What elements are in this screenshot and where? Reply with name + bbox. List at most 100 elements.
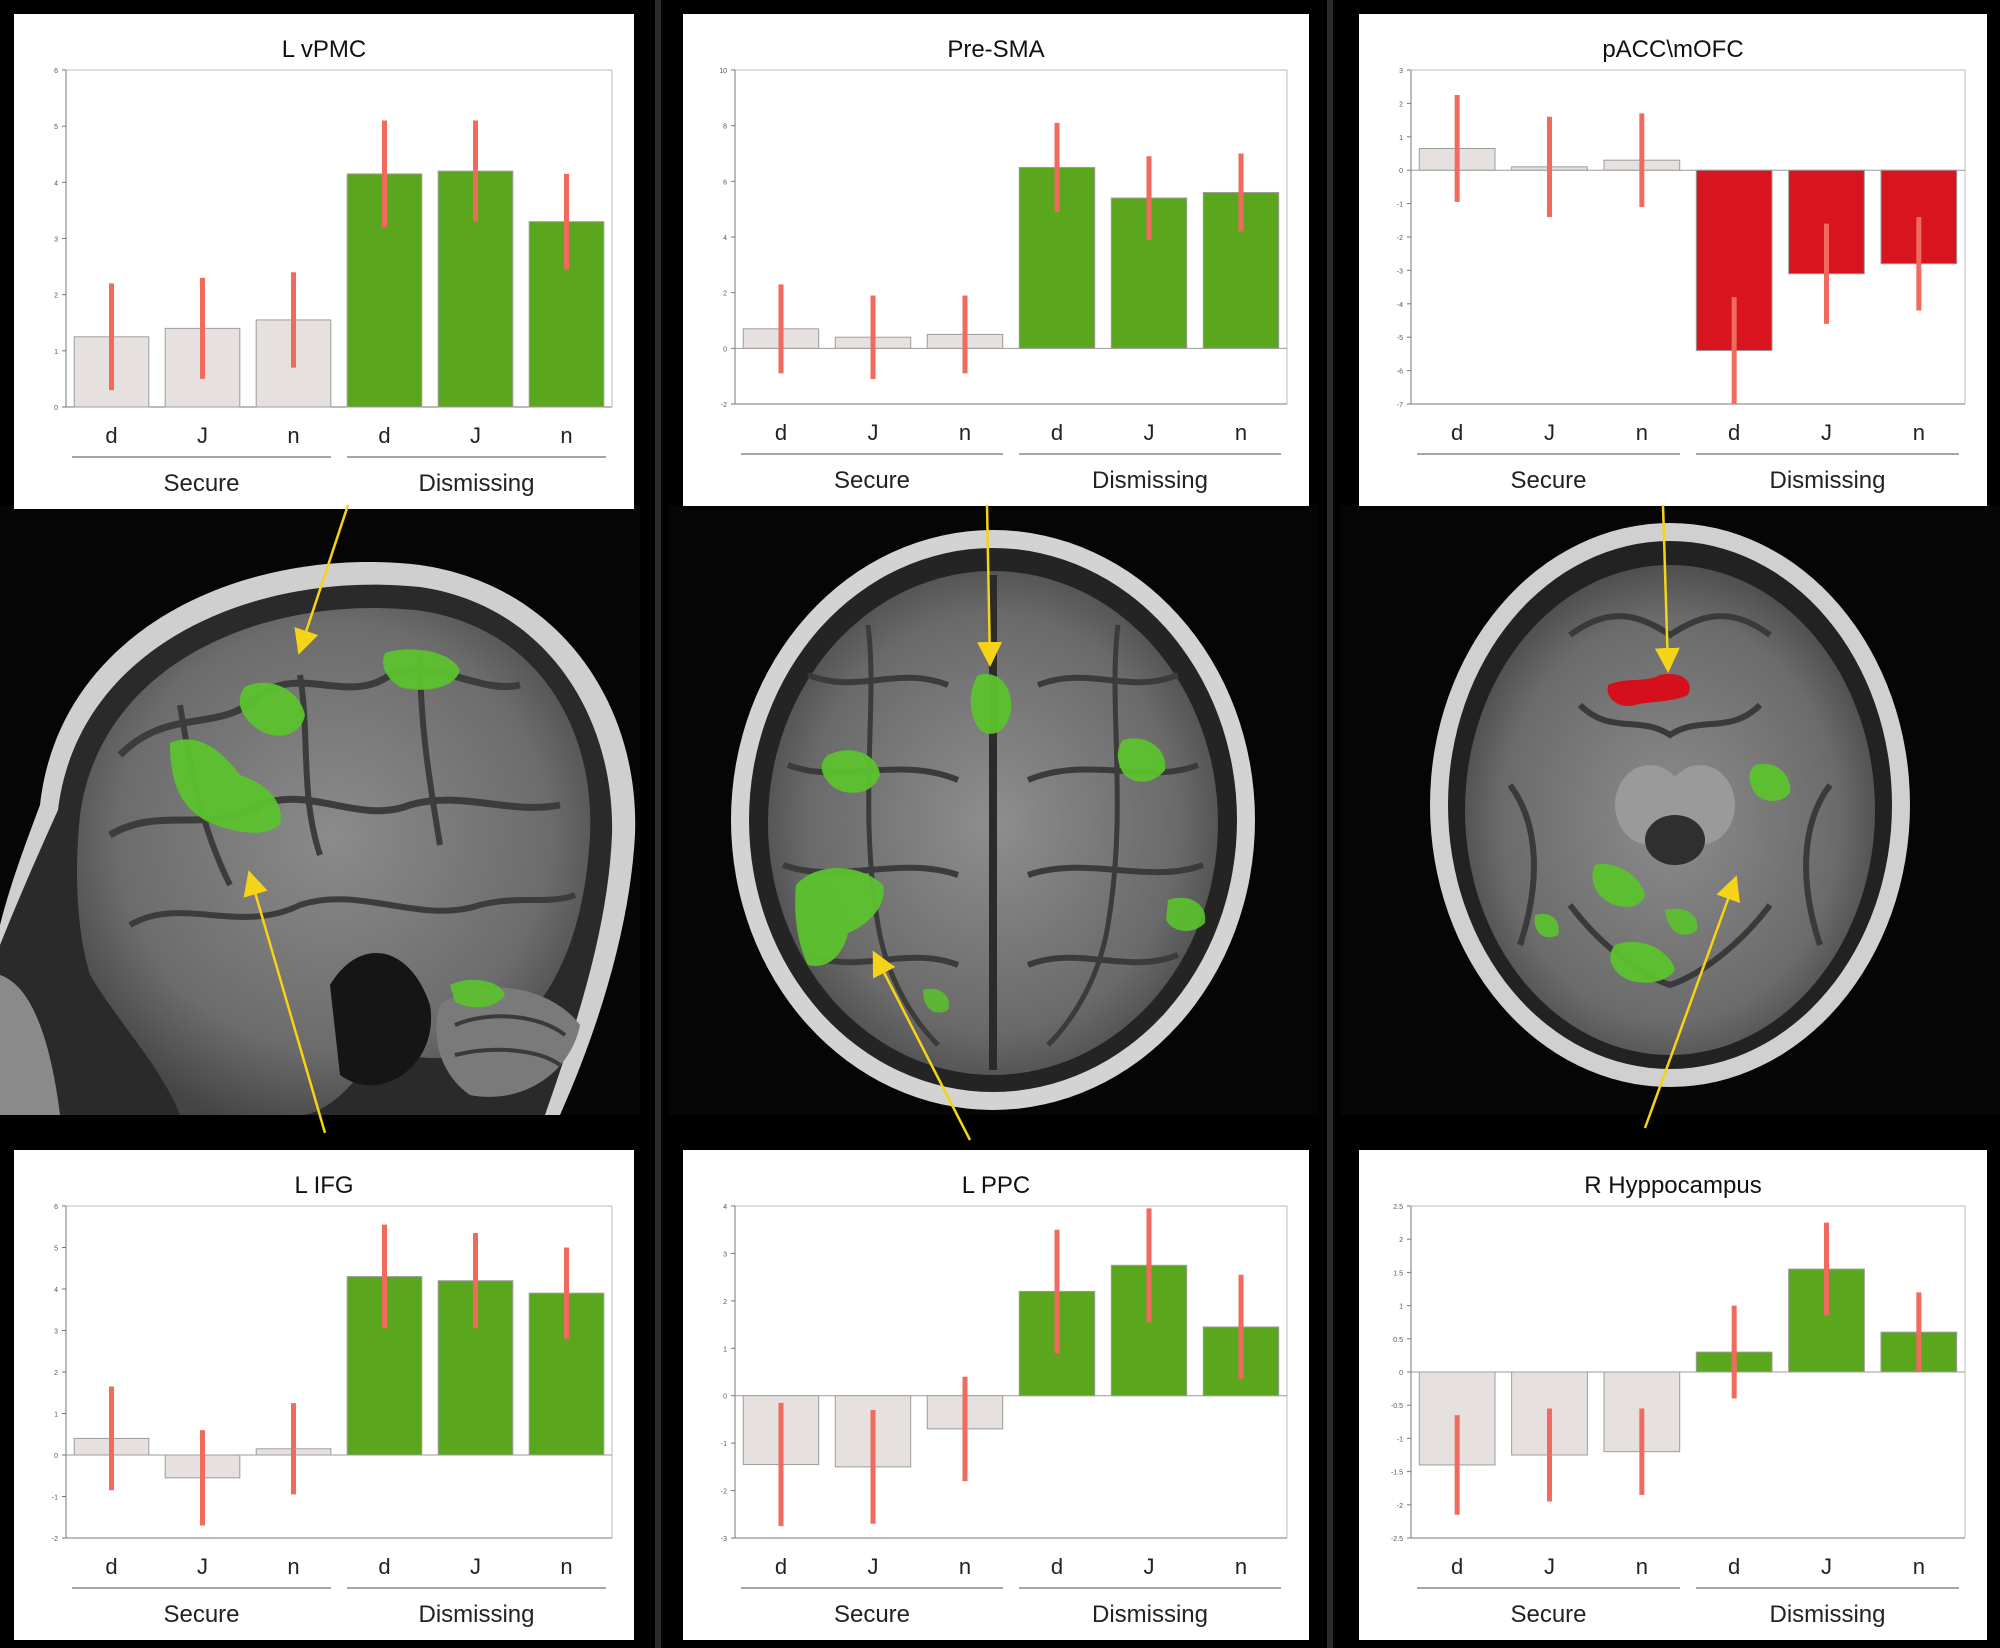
x-tick-label: d bbox=[378, 423, 390, 448]
y-tick-label: 6 bbox=[723, 179, 727, 186]
x-tick-label: d bbox=[775, 1554, 787, 1579]
y-tick-label: 4 bbox=[54, 1287, 58, 1294]
y-tick-label: -1 bbox=[52, 1495, 58, 1502]
group-label: Secure bbox=[1510, 467, 1586, 494]
x-tick-label: J bbox=[1144, 420, 1155, 445]
y-tick-label: 2.5 bbox=[1393, 1204, 1403, 1211]
x-tick-label: n bbox=[560, 423, 572, 448]
x-tick-label: n bbox=[1235, 1554, 1247, 1579]
y-tick-label: 2 bbox=[723, 291, 727, 298]
y-tick-label: 3 bbox=[1399, 68, 1403, 75]
axial-brain-image-2 bbox=[1340, 505, 2000, 1115]
x-tick-label: n bbox=[959, 420, 971, 445]
group-label: Dismissing bbox=[418, 470, 534, 497]
x-tick-label: d bbox=[105, 423, 117, 448]
x-tick-label: n bbox=[287, 1554, 299, 1579]
y-tick-label: 1 bbox=[723, 1346, 727, 1353]
y-tick-label: 2 bbox=[54, 293, 58, 300]
y-tick-label: 2 bbox=[54, 1370, 58, 1377]
x-tick-label: J bbox=[1544, 420, 1555, 445]
x-tick-label: n bbox=[560, 1554, 572, 1579]
x-tick-label: n bbox=[1636, 1554, 1648, 1579]
group-label: Dismissing bbox=[418, 1601, 534, 1628]
y-tick-label: -2 bbox=[1397, 1503, 1403, 1510]
x-tick-label: J bbox=[1821, 420, 1832, 445]
y-tick-label: 5 bbox=[54, 124, 58, 131]
x-tick-label: n bbox=[1913, 420, 1925, 445]
y-tick-label: 1 bbox=[1399, 135, 1403, 142]
x-tick-label: n bbox=[1235, 420, 1247, 445]
y-tick-label: 3 bbox=[54, 237, 58, 244]
y-tick-label: 2 bbox=[1399, 1237, 1403, 1244]
y-tick-label: 0 bbox=[54, 1453, 58, 1460]
y-tick-label: -0.5 bbox=[1391, 1403, 1403, 1410]
group-label: Secure bbox=[1510, 1601, 1586, 1628]
group-label: Dismissing bbox=[1769, 467, 1885, 494]
y-tick-label: 1 bbox=[1399, 1304, 1403, 1311]
y-tick-label: 4 bbox=[723, 235, 727, 242]
x-tick-label: J bbox=[197, 1554, 208, 1579]
y-tick-label: 5 bbox=[54, 1246, 58, 1253]
y-tick-label: -3 bbox=[721, 1536, 727, 1543]
x-tick-label: J bbox=[470, 423, 481, 448]
x-tick-label: J bbox=[1144, 1554, 1155, 1579]
x-tick-label: d bbox=[105, 1554, 117, 1579]
y-tick-label: 0 bbox=[723, 346, 727, 353]
group-label: Dismissing bbox=[1769, 1601, 1885, 1628]
y-tick-label: -1.5 bbox=[1391, 1470, 1403, 1477]
y-tick-label: 3 bbox=[723, 1251, 727, 1258]
y-tick-label: 0.5 bbox=[1393, 1337, 1403, 1344]
y-tick-label: 0 bbox=[1399, 168, 1403, 175]
y-tick-label: -2 bbox=[721, 1489, 727, 1496]
y-tick-label: 8 bbox=[723, 124, 727, 131]
x-tick-label: d bbox=[1728, 420, 1740, 445]
chart-title: R Hyppocampus bbox=[1584, 1172, 1762, 1199]
x-tick-label: d bbox=[378, 1554, 390, 1579]
x-tick-label: J bbox=[868, 1554, 879, 1579]
y-tick-label: 2 bbox=[1399, 101, 1403, 108]
x-tick-label: n bbox=[1913, 1554, 1925, 1579]
group-label: Dismissing bbox=[1092, 1601, 1208, 1628]
y-tick-label: 4 bbox=[723, 1204, 727, 1211]
chart-title: Pre-SMA bbox=[947, 36, 1045, 63]
x-tick-label: n bbox=[1636, 420, 1648, 445]
y-tick-label: -5 bbox=[1397, 335, 1403, 342]
y-tick-label: 1.5 bbox=[1393, 1270, 1403, 1277]
chart-title: L vPMC bbox=[281, 36, 367, 63]
x-tick-label: d bbox=[1728, 1554, 1740, 1579]
x-tick-label: d bbox=[1451, 420, 1463, 445]
y-tick-label: 1 bbox=[54, 349, 58, 356]
group-label: Secure bbox=[834, 467, 910, 494]
x-tick-label: d bbox=[1051, 420, 1063, 445]
group-label: Secure bbox=[163, 470, 239, 497]
x-tick-label: d bbox=[1451, 1554, 1463, 1579]
x-tick-label: J bbox=[197, 423, 208, 448]
y-tick-label: -1 bbox=[1397, 202, 1403, 209]
axial-brain-image-1 bbox=[668, 505, 1318, 1115]
chart-title: L IFG bbox=[294, 1172, 354, 1199]
y-tick-label: -4 bbox=[1397, 302, 1403, 309]
y-tick-label: 6 bbox=[54, 1204, 58, 1211]
column-separator-1 bbox=[655, 0, 661, 1648]
x-tick-label: n bbox=[959, 1554, 971, 1579]
y-tick-label: -3 bbox=[1397, 268, 1403, 275]
y-tick-label: 4 bbox=[54, 180, 58, 187]
y-tick-label: 1 bbox=[54, 1412, 58, 1419]
y-tick-label: 2 bbox=[723, 1299, 727, 1306]
column-separator-2 bbox=[1327, 0, 1333, 1648]
x-tick-label: d bbox=[1051, 1554, 1063, 1579]
y-tick-label: -2 bbox=[1397, 235, 1403, 242]
y-tick-label: -1 bbox=[1397, 1436, 1403, 1443]
x-tick-label: d bbox=[775, 420, 787, 445]
y-tick-label: -6 bbox=[1397, 369, 1403, 376]
y-tick-label: 0 bbox=[1399, 1370, 1403, 1377]
x-tick-label: J bbox=[1821, 1554, 1832, 1579]
y-tick-label: 6 bbox=[54, 68, 58, 75]
